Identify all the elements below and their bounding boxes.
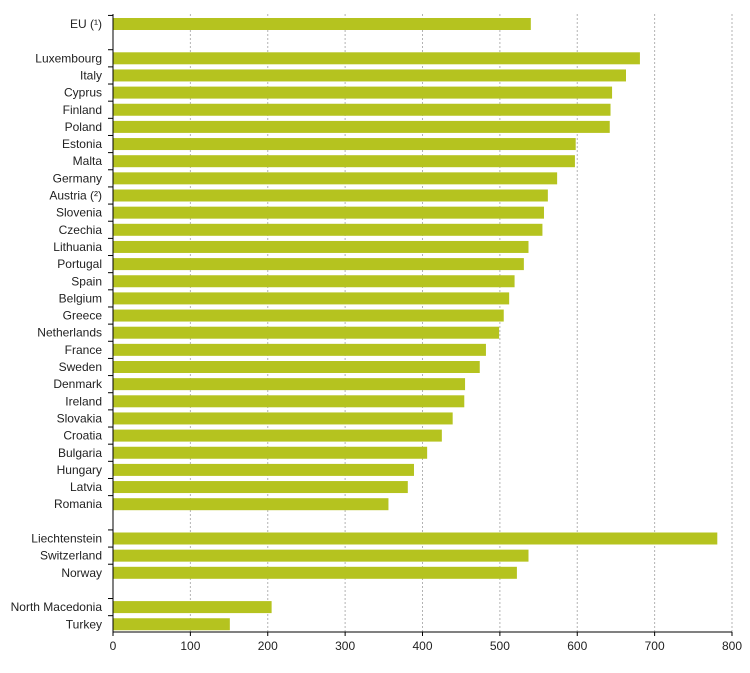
x-tick-labels: 0 100 200 300 400 500 600 700 800 (110, 632, 742, 653)
bar (113, 446, 428, 459)
category-label: Belgium (59, 291, 102, 305)
category-label: Latvia (70, 480, 102, 494)
bar (113, 189, 548, 202)
bar (113, 18, 531, 30)
bar (113, 378, 466, 391)
bar (113, 498, 389, 511)
x-tick-label: 0 (110, 639, 117, 653)
bar (113, 86, 613, 99)
category-label: Poland (65, 120, 102, 134)
category-label: Lithuania (53, 240, 102, 254)
category-label: Czechia (59, 223, 103, 237)
bar (113, 258, 524, 271)
category-label: Spain (71, 274, 102, 288)
category-label: Luxembourg (35, 51, 102, 65)
x-tick-label: 400 (412, 639, 432, 653)
category-label: Turkey (66, 617, 102, 631)
category-label: Ireland (65, 394, 102, 408)
bar (113, 138, 576, 151)
category-label: Hungary (57, 463, 102, 477)
bar (113, 361, 480, 373)
x-tick-label: 600 (567, 639, 587, 653)
bar (113, 326, 500, 339)
bar (113, 309, 504, 322)
category-label: Norway (61, 566, 102, 580)
x-tick-label: 300 (335, 639, 355, 653)
bar (113, 172, 558, 185)
category-labels: EU (¹) Luxembourg Italy Cyprus Finland Poland… (11, 17, 103, 631)
category-label: Portugal (57, 257, 102, 271)
x-tick-label: 200 (258, 639, 278, 653)
category-label: France (65, 343, 103, 357)
x-tick-label: 500 (490, 639, 510, 653)
bar (113, 52, 640, 65)
category-label: Romania (54, 497, 102, 511)
category-label: Slovakia (57, 411, 103, 425)
bar (113, 155, 575, 168)
x-tick-label: 800 (722, 639, 742, 653)
category-label: North Macedonia (11, 600, 103, 614)
bar (113, 412, 453, 425)
bar (113, 481, 408, 494)
bars (113, 18, 718, 631)
category-label: Sweden (59, 360, 102, 374)
category-label: Cyprus (64, 86, 102, 100)
x-tick-label: 100 (180, 639, 200, 653)
category-label: Slovenia (56, 206, 102, 220)
bar (113, 120, 610, 133)
bar (113, 103, 611, 116)
bar (113, 292, 510, 305)
category-label: Malta (73, 154, 103, 168)
category-label: Switzerland (40, 549, 102, 563)
bar (113, 69, 626, 82)
bar (113, 395, 465, 408)
bar (113, 532, 718, 545)
category-label: Greece (63, 309, 103, 323)
category-label: Netherlands (37, 326, 102, 340)
bar (113, 275, 515, 288)
category-label: Bulgaria (58, 446, 102, 460)
category-label: Liechtenstein (31, 532, 102, 546)
bar (113, 618, 230, 631)
bar (113, 429, 442, 442)
category-label: Finland (63, 103, 102, 117)
x-tick-label: 700 (645, 639, 665, 653)
category-label: Italy (80, 68, 102, 82)
bar (113, 206, 544, 219)
category-label: Denmark (53, 377, 103, 391)
bar (113, 343, 486, 356)
bar (113, 566, 517, 579)
bar (113, 463, 414, 476)
category-label: Germany (53, 171, 102, 185)
bar (113, 223, 543, 236)
bar (113, 240, 529, 253)
bar (113, 601, 272, 614)
category-label: EU (¹) (70, 17, 102, 31)
category-label: Austria (²) (49, 189, 102, 203)
category-label: Croatia (63, 429, 102, 443)
bar (113, 549, 529, 562)
gridlines (189, 14, 733, 632)
category-label: Estonia (62, 137, 102, 151)
